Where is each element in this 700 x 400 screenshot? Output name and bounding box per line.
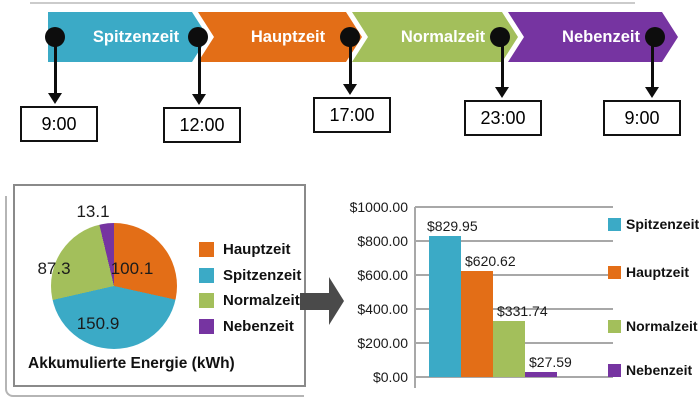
pie-panel: 13.1 87.3 100.1 150.9 Hauptzeit Spitzenze… <box>5 184 306 397</box>
bar-nebenzeit <box>525 372 557 377</box>
timeline-dot <box>188 27 208 47</box>
timeline-arrow-stem <box>53 44 57 93</box>
time-box: 12:00 <box>163 107 241 143</box>
gridline <box>415 376 613 378</box>
pie-chart <box>51 223 177 349</box>
legend-item-spitzenzeit: Spitzenzeit <box>199 267 301 284</box>
timeline-arrow-stem <box>197 44 201 94</box>
down-arrow-icon <box>645 87 659 98</box>
y-axis-tick-label: $400.00 <box>357 301 408 317</box>
gridline <box>415 308 613 310</box>
time-box-label: 9:00 <box>41 113 77 134</box>
bar-hauptzeit <box>461 271 493 377</box>
down-arrow-icon <box>48 93 62 104</box>
y-axis-tick-label: $200.00 <box>357 335 408 351</box>
legend-swatch <box>199 242 214 257</box>
timeline-arrow-stem <box>500 44 504 87</box>
down-arrow-icon <box>495 87 509 98</box>
timeline-arrow-stem <box>650 44 654 87</box>
bar-value-label: $829.95 <box>427 218 478 234</box>
timeline-dot <box>645 27 665 47</box>
time-box-label: 17:00 <box>329 104 375 125</box>
time-box: 17:00 <box>313 97 391 133</box>
panel-edge-line <box>30 2 635 4</box>
legend-label-spitzenzeit: Spitzenzeit <box>626 216 700 232</box>
y-axis-tick-label: $800.00 <box>357 233 408 249</box>
legend-swatch <box>199 267 214 283</box>
legend-label: Normalzeit <box>223 292 300 309</box>
time-box-label: 9:00 <box>624 107 660 128</box>
timeline-phase-spitzenzeit: Spitzenzeit <box>48 12 208 62</box>
legend-swatch <box>199 293 214 308</box>
time-box: 9:00 <box>603 100 681 136</box>
bar-spitzenzeit <box>429 236 461 377</box>
time-box: 9:00 <box>20 106 98 142</box>
pie-value-normalzeit: 87.3 <box>37 259 71 278</box>
timeline-phase-label: Spitzenzeit <box>92 28 180 46</box>
flow-arrow-icon <box>300 277 344 325</box>
legend-label-normalzeit: Normalzeit <box>626 318 698 334</box>
bar-value-label: $27.59 <box>529 354 572 370</box>
timeline-dot <box>45 27 65 47</box>
timeline-phase-label: Hauptzeit <box>250 28 326 46</box>
timeline-phase-label: Normalzeit <box>400 28 486 46</box>
y-axis-line <box>414 207 416 388</box>
bar-value-label: $331.74 <box>497 303 548 319</box>
legend-swatch-spitzenzeit <box>608 218 621 231</box>
pie-value-hauptzeit: 100.1 <box>110 259 154 278</box>
legend-label-hauptzeit: Hauptzeit <box>626 264 689 280</box>
legend-item-normalzeit: Normalzeit <box>199 292 300 309</box>
pie-value-nebenzeit: 13.1 <box>76 202 110 221</box>
legend-item-hauptzeit: Hauptzeit <box>199 241 291 258</box>
bar-normalzeit <box>493 321 525 377</box>
y-axis-tick-label: $0.00 <box>372 369 408 385</box>
legend-swatch-nebenzeit <box>608 364 621 377</box>
bar-value-label: $620.62 <box>465 253 516 269</box>
legend-label: Spitzenzeit <box>223 266 302 284</box>
legend-label: Nebenzeit <box>223 317 294 335</box>
legend-label-nebenzeit: Nebenzeit <box>626 362 693 378</box>
time-box-label: 12:00 <box>179 114 225 135</box>
timeline-arrow-stem <box>348 44 352 84</box>
legend-swatch <box>199 318 214 334</box>
y-axis-tick-label: $600.00 <box>357 267 408 283</box>
pie-title: Akkumulierte Energie (kWh) <box>28 355 235 372</box>
legend-item-nebenzeit: Nebenzeit <box>199 318 294 335</box>
legend-swatch-normalzeit <box>608 320 621 333</box>
gridline <box>415 274 613 276</box>
timeline-dot <box>490 27 510 47</box>
y-axis-tick-label: $1000.00 <box>349 199 408 215</box>
timeline-phase-hauptzeit: Hauptzeit <box>198 12 362 62</box>
pie-value-spitzenzeit: 150.9 <box>76 314 120 333</box>
down-arrow-icon <box>192 94 206 105</box>
gridline <box>415 240 613 242</box>
legend-swatch-hauptzeit <box>608 266 621 279</box>
gridline <box>415 206 613 208</box>
timeline-phase-label: Nebenzeit <box>562 28 640 46</box>
down-arrow-icon <box>343 84 357 95</box>
timeline-dot <box>340 27 360 47</box>
legend-label: Hauptzeit <box>223 241 291 258</box>
time-box-label: 23:00 <box>480 107 526 128</box>
time-box: 23:00 <box>464 100 542 136</box>
